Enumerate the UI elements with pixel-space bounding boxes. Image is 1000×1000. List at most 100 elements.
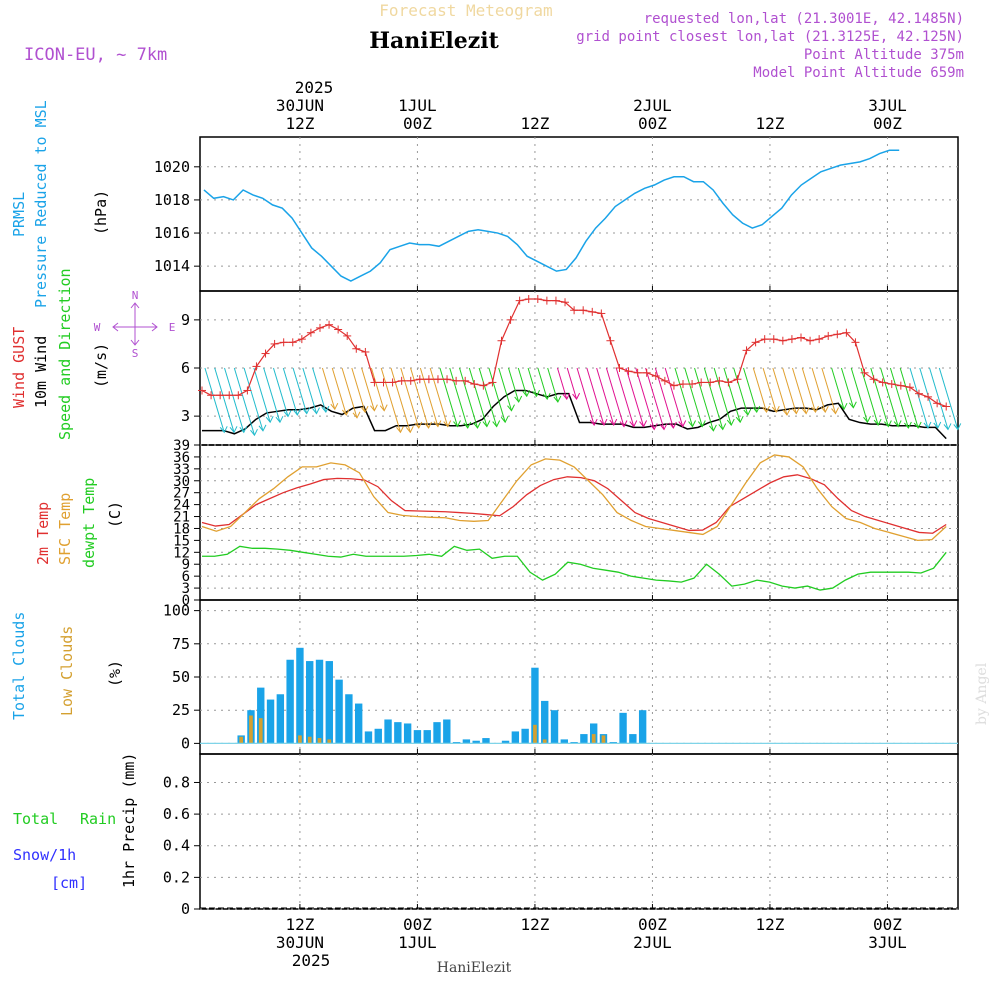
ytick-label: 0.8 [163,773,190,791]
wind-arrow [214,367,235,433]
ytick-label: 0 [182,593,190,609]
wind-arrowhead [718,423,727,431]
low-cloud-bar [533,724,537,744]
wind-arrow [576,367,595,426]
wind-arrow [566,367,578,400]
wind-arrow [302,367,317,414]
wind-arrowhead [820,405,829,414]
p5-unit: 1hr Precip (mm) [120,753,138,888]
wind-arrowhead [791,407,800,415]
wind-arrow [508,367,520,403]
wind-arrow [938,367,959,430]
wind-arrowhead [370,404,378,412]
wind-arrow [605,367,625,427]
total-cloud-bar [638,710,647,744]
pressure-line [203,149,900,282]
wind-arrowhead [542,392,551,401]
wind-arrowhead [762,405,770,414]
wind-arrowhead [811,405,819,414]
total-cloud-bar [580,734,588,744]
wind-arrow [361,367,375,411]
wind-arrow [341,367,358,419]
total-cloud-bar [443,719,451,744]
total-cloud-bar [315,659,324,744]
ytick-label: 9 [181,311,190,329]
wind-arrow [645,367,665,430]
wind-arrow [821,367,836,414]
wind-arrow [253,367,271,423]
wind-arrow [860,367,879,426]
wind-arrow [282,367,298,416]
total-cloud-bar [560,739,569,744]
total-cloud-bar [433,722,441,744]
low-cloud-bar [249,715,253,744]
wind-arrowhead [500,415,509,424]
p3-label-dewpt: dewpt Temp [80,478,98,568]
compass-icon: N S W E [94,289,176,360]
wind-arrow [723,367,741,423]
wind-arrow [850,367,868,423]
top-time-label: 00Z [873,114,902,133]
p3-unit: (C) [106,501,124,528]
wind-arrow [410,367,430,429]
top-day-label: 30JUN [276,96,324,115]
ytick-label: 25 [172,701,190,719]
ytick-label: 12 [173,545,190,561]
ytick-label: 1020 [154,158,190,176]
ytick-label: 50 [172,668,190,686]
wind-arrowhead [283,410,292,418]
total-cloud-bar [413,730,422,744]
wind-arrow [801,367,816,413]
wind-arrowhead [532,389,540,398]
wind-arrowhead [649,423,658,431]
wind-arrow [547,367,559,403]
wind-arrow [224,367,245,433]
total-cloud-bar [452,742,461,744]
total-cloud-bar [335,679,343,744]
bottom-time-label: 00Z [403,915,432,934]
wind-arrowhead [265,415,274,424]
wind-arrow [537,367,548,400]
top-day-label: 1JUL [398,96,437,115]
sfc-temp-line [201,454,947,542]
p4-unit: (%) [106,660,124,687]
panel-5: 0 0.2 0.4 0.6 0.8 [163,753,959,918]
wind-arrow [400,367,420,429]
ytick-label: 18 [173,521,190,537]
wind-arrow [635,367,655,430]
total-cloud-bar [266,699,275,744]
wind-arrowhead [302,407,311,415]
wind-arrowhead [321,405,330,414]
wind-arrow [233,367,255,436]
wind-arrow [498,367,512,411]
top-time-label: 00Z [638,114,667,133]
total-cloud-bar [570,742,578,744]
total-cloud-bar [306,661,314,744]
wind-arrowhead [848,401,857,409]
wind-arrowhead [709,424,717,432]
total-cloud-bar [501,740,510,744]
total-cloud-bar [286,659,294,744]
p5-label-cm: [cm] [51,874,87,892]
wind-arrow [351,367,366,413]
wind-arrowhead [953,423,962,431]
wind-arrow [273,367,289,417]
wind-arrowhead [863,415,871,424]
wind-arrow [791,367,807,414]
wind-arrow [743,367,758,413]
wind-arrowhead [292,408,301,416]
p3-label-sfc: SFC Temp [56,493,74,565]
top-time-label: 00Z [403,114,432,133]
total-cloud-bar [276,694,285,744]
low-cloud-bar [601,735,606,744]
wind-arrow [419,367,439,427]
bottom-day-label: 2JUL [633,933,672,952]
ytick-label: 27 [173,486,190,502]
bottom-time-label: 12Z [755,915,784,934]
requested-coords: requested lon,lat (21.3001E, 42.1485N) [644,11,964,27]
wind-arrowhead [258,424,267,432]
ytick-label: 6 [182,569,190,585]
wind-arrow [468,367,488,427]
wind-arrowhead [801,407,810,415]
